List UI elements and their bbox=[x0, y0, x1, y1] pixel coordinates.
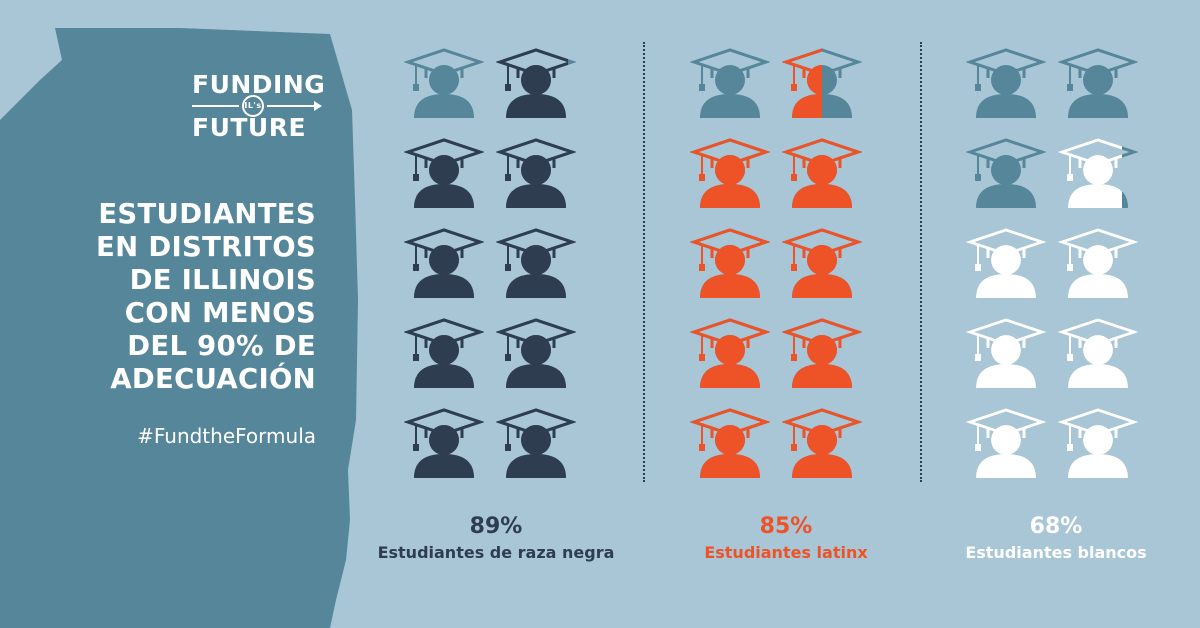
logo-arrow-row: IL's bbox=[192, 95, 322, 117]
graduate-icon bbox=[782, 138, 862, 208]
graduate-icon bbox=[966, 228, 1046, 298]
graduate-icon bbox=[690, 48, 770, 118]
graduate-icon bbox=[782, 48, 862, 118]
graduate-icon bbox=[782, 318, 862, 388]
headline-line: CON MENOS bbox=[124, 297, 316, 329]
logo-badge: IL's bbox=[242, 95, 264, 117]
graduate-icon bbox=[690, 408, 770, 478]
graduate-icon bbox=[782, 408, 862, 478]
graduate-icon bbox=[404, 318, 484, 388]
headline-line: ESTUDIANTES bbox=[98, 198, 316, 230]
stat-label: Estudiantes latinx bbox=[704, 543, 868, 562]
headline: ESTUDIANTES EN DISTRITOS DE ILLINOIS CON… bbox=[60, 198, 316, 396]
graduate-icon bbox=[1058, 408, 1138, 478]
funding-ils-future-logo: FUNDING IL's FUTURE bbox=[192, 70, 326, 142]
graduate-icon bbox=[690, 318, 770, 388]
graduate-icon bbox=[966, 138, 1046, 208]
graduate-icon bbox=[1058, 138, 1138, 208]
graduate-icon bbox=[1058, 318, 1138, 388]
illinois-map-shape bbox=[0, 28, 358, 628]
graduate-icon bbox=[496, 408, 576, 478]
graduate-icon bbox=[966, 318, 1046, 388]
graduate-icon bbox=[496, 138, 576, 208]
stat-label: Estudiantes de raza negra bbox=[377, 543, 615, 562]
stat-percent: 68% bbox=[1029, 514, 1083, 539]
logo-line-funding: FUNDING bbox=[192, 70, 326, 99]
stat-white-students: 68% Estudiantes blancos bbox=[906, 512, 1200, 564]
graduate-icon bbox=[1058, 228, 1138, 298]
hashtag: #FundtheFormula bbox=[137, 424, 316, 448]
headline-line: DEL 90% DE bbox=[127, 330, 316, 362]
graduate-icon bbox=[496, 48, 576, 118]
stat-percent: 85% bbox=[759, 514, 813, 539]
logo-arrow-line-right bbox=[267, 105, 314, 107]
headline-line: EN DISTRITOS bbox=[96, 231, 316, 263]
graduate-icon bbox=[1058, 48, 1138, 118]
graduate-icon bbox=[404, 138, 484, 208]
logo-arrow-line bbox=[192, 105, 239, 107]
arrow-right-icon bbox=[314, 101, 322, 111]
graduate-icon bbox=[404, 408, 484, 478]
graduate-icon bbox=[496, 318, 576, 388]
stat-label: Estudiantes blancos bbox=[965, 543, 1147, 562]
graduate-icon bbox=[966, 48, 1046, 118]
column-divider bbox=[920, 42, 922, 482]
headline-line: ADECUACIÓN bbox=[110, 363, 316, 395]
graduate-icon bbox=[690, 138, 770, 208]
stat-black-students: 89% Estudiantes de raza negra bbox=[346, 512, 646, 564]
column-divider bbox=[643, 42, 645, 482]
headline-line: DE ILLINOIS bbox=[129, 264, 316, 296]
graduate-icon bbox=[404, 48, 484, 118]
logo-line-future: FUTURE bbox=[192, 113, 307, 142]
stat-latinx-students: 85% Estudiantes latinx bbox=[636, 512, 936, 564]
graduate-icon bbox=[782, 228, 862, 298]
stat-percent: 89% bbox=[469, 514, 523, 539]
graduate-icon bbox=[966, 408, 1046, 478]
graduate-icon bbox=[404, 228, 484, 298]
graduate-icon bbox=[496, 228, 576, 298]
graduate-icon bbox=[690, 228, 770, 298]
